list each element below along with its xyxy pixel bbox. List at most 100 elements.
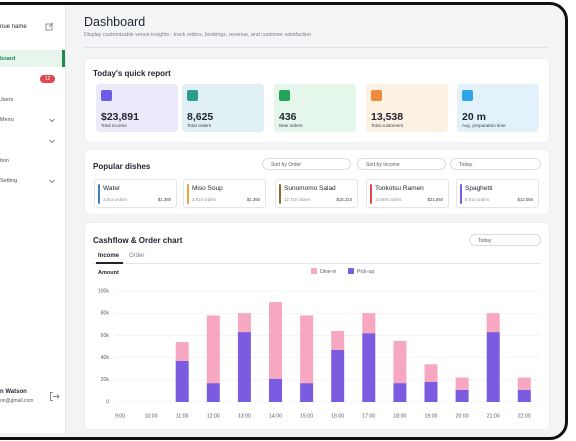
y-tick-label: 0 bbox=[106, 399, 109, 405]
quick-report-panel: Today's quick report $23,891 Total income… bbox=[84, 58, 550, 143]
nav-item[interactable]: board bbox=[0, 56, 16, 62]
dish-income: $12,056 bbox=[517, 197, 533, 202]
dish-orders: 3,814 orders bbox=[103, 197, 128, 202]
stat-icon bbox=[279, 90, 290, 101]
x-tick-label: 19:00 bbox=[425, 413, 438, 419]
y-tick-label: 80k bbox=[101, 311, 110, 317]
bar bbox=[517, 377, 531, 390]
stat-value: $23,891 bbox=[101, 111, 139, 123]
bar bbox=[269, 378, 282, 402]
panel-title: Today's quick report bbox=[93, 69, 171, 78]
bar bbox=[300, 315, 314, 384]
date-select[interactable]: Today bbox=[450, 158, 541, 170]
nav-item[interactable]: Menu bbox=[0, 117, 14, 123]
active-nav-bg bbox=[0, 50, 62, 67]
legend-swatch bbox=[348, 268, 354, 274]
stat-card: 436 New orders bbox=[274, 84, 356, 132]
nav-item[interactable]: Jsers bbox=[0, 97, 14, 103]
dish-orders: 3,814 orders bbox=[192, 197, 217, 202]
dish-color-bar bbox=[460, 184, 462, 204]
dish-name: Sunomomo Salad bbox=[284, 185, 336, 192]
bar bbox=[206, 315, 220, 384]
tab[interactable]: Income bbox=[98, 253, 120, 259]
y-tick-label: 100k bbox=[98, 288, 110, 294]
bar bbox=[175, 360, 189, 402]
stat-value: 8,625 bbox=[187, 111, 214, 123]
nav-item[interactable]: tion bbox=[0, 158, 9, 164]
panel-title: Popular dishes bbox=[93, 162, 151, 171]
y-tick-label: 40k bbox=[101, 355, 110, 361]
chart-panel: Cashflow & Order chart Today Income Orde… bbox=[84, 222, 550, 430]
stat-label: Total customers bbox=[371, 123, 404, 128]
bar bbox=[237, 313, 251, 333]
bar bbox=[393, 340, 407, 384]
x-tick-label: 16:00 bbox=[331, 413, 344, 419]
x-tick-label: 17:00 bbox=[362, 413, 375, 419]
sidebar: nue name board 12 Jsers Menu tion Settin… bbox=[0, 5, 66, 433]
x-tick-label: 9:00 bbox=[115, 413, 125, 419]
tab-divider bbox=[93, 263, 541, 264]
x-tick-label: 22:00 bbox=[518, 413, 531, 419]
edit-icon[interactable] bbox=[45, 22, 54, 31]
tab[interactable]: Order bbox=[129, 253, 145, 259]
stat-value: 436 bbox=[279, 111, 297, 123]
legend-label: Pick-up bbox=[357, 269, 374, 275]
date-select[interactable]: Today bbox=[469, 234, 541, 246]
bar bbox=[455, 389, 469, 402]
dish-card: Water 3,814 orders $1,380 bbox=[94, 179, 177, 208]
chevron[interactable] bbox=[48, 137, 56, 145]
dish-card: Tonkotsu Ramen 14,800 orders $21,560 bbox=[366, 179, 449, 208]
bar bbox=[486, 313, 500, 333]
user-name: n Watson bbox=[0, 389, 27, 395]
x-tick-label: 11:00 bbox=[176, 413, 189, 419]
dish-color-bar bbox=[279, 184, 281, 204]
popular-dishes-panel: Popular dishes Sort by Order Sort by Inc… bbox=[84, 149, 550, 215]
bar bbox=[517, 389, 531, 402]
dish-name: Water bbox=[103, 185, 121, 192]
stat-label: New orders bbox=[279, 123, 303, 128]
y-tick-label: 60k bbox=[101, 333, 110, 339]
chevron[interactable] bbox=[48, 116, 56, 124]
stat-icon bbox=[462, 90, 473, 101]
dish-orders: 12,710 orders bbox=[284, 197, 311, 202]
bar bbox=[206, 383, 220, 402]
nav-item[interactable]: Setting bbox=[0, 178, 18, 184]
dish-color-bar bbox=[370, 184, 372, 204]
dish-orders: 14,800 orders bbox=[375, 197, 402, 202]
sort-select[interactable]: Sort by Income bbox=[357, 158, 446, 170]
dish-income: $15,224 bbox=[336, 197, 352, 202]
legend-label: Dine-in bbox=[320, 269, 337, 275]
dish-income: $21,560 bbox=[427, 197, 443, 202]
bar bbox=[300, 383, 314, 402]
x-tick-label: 10:00 bbox=[145, 413, 158, 419]
dish-orders: 8,914 orders bbox=[465, 197, 490, 202]
stat-icon bbox=[371, 90, 382, 101]
dish-income: $1,380 bbox=[157, 197, 171, 202]
stat-icon bbox=[101, 90, 112, 101]
y-axis-label: Amount bbox=[98, 270, 119, 276]
bar bbox=[237, 332, 251, 402]
dish-name: Miso Soup bbox=[192, 185, 223, 192]
x-tick-label: 20:00 bbox=[456, 413, 469, 419]
stat-icon bbox=[187, 90, 198, 101]
bar bbox=[424, 364, 438, 383]
dish-income: $1,360 bbox=[246, 197, 260, 202]
chart-title: Cashflow & Order chart bbox=[93, 236, 183, 245]
stat-value: 13,538 bbox=[371, 111, 404, 123]
venue-name: nue name bbox=[0, 24, 27, 30]
logout-icon[interactable] bbox=[49, 391, 60, 402]
chevron[interactable] bbox=[48, 177, 56, 185]
x-tick-label: 12:00 bbox=[207, 413, 220, 419]
x-tick-label: 14:00 bbox=[269, 413, 282, 419]
page-subtitle: Display customizable venue insights - tr… bbox=[84, 32, 311, 38]
x-tick-label: 21:00 bbox=[487, 413, 500, 419]
stat-label: Total income bbox=[101, 123, 127, 128]
dish-card: Sunomomo Salad 12,710 orders $15,224 bbox=[275, 179, 358, 208]
sort-select[interactable]: Sort by Order bbox=[262, 158, 351, 170]
stat-card: $23,891 Total income bbox=[96, 84, 178, 132]
x-tick-label: 13:00 bbox=[238, 413, 251, 419]
x-tick-label: 18:00 bbox=[393, 413, 406, 419]
bar bbox=[269, 302, 282, 379]
tab-underline bbox=[96, 262, 123, 264]
dish-name: Tonkotsu Ramen bbox=[375, 185, 424, 192]
